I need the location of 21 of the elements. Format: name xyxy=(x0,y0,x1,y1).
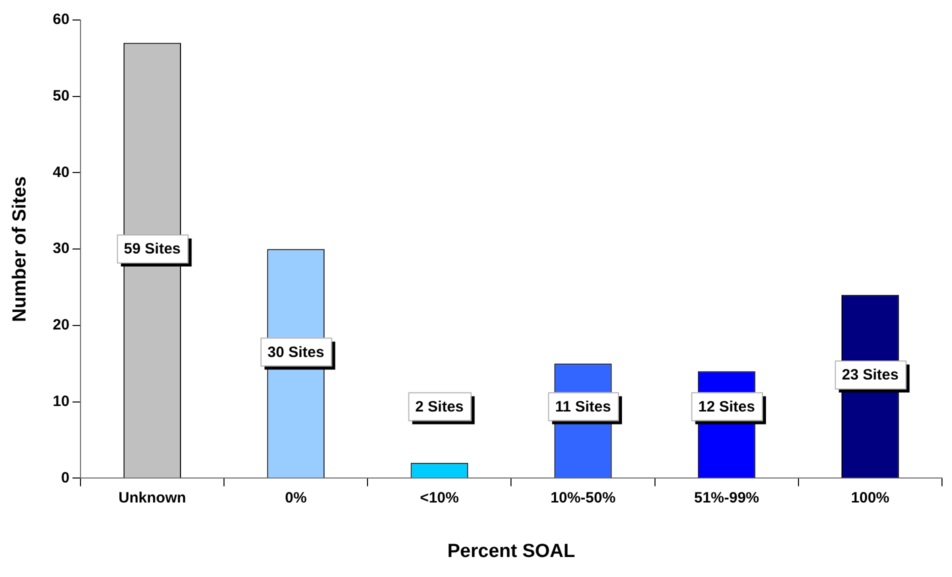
y-tick-label: 20 xyxy=(52,316,70,334)
x-axis-title: Percent SOAL xyxy=(447,540,576,562)
x-tick-label: 0% xyxy=(285,489,307,506)
y-tick-label: 50 xyxy=(52,88,70,105)
x-tick-label: 100% xyxy=(851,489,890,506)
annotation: 12 Sites xyxy=(698,398,755,416)
annotation: 11 Sites xyxy=(555,398,611,416)
annotation: 23 Sites xyxy=(842,366,899,384)
y-tick-label: 30 xyxy=(52,240,70,258)
y-axis-title: Number of Sites xyxy=(10,176,31,322)
annotation: 59 Sites xyxy=(124,240,181,258)
y-tick-label: 40 xyxy=(52,164,70,181)
y-tick-label: 10 xyxy=(52,392,70,410)
y-tick-label: 0 xyxy=(61,469,70,486)
x-tick-label: Unknown xyxy=(118,489,186,506)
y-tick-label: 60 xyxy=(52,11,70,28)
x-tick-label: <10% xyxy=(420,489,459,506)
annotation: 30 Sites xyxy=(268,344,324,361)
x-tick-label: 10%-50% xyxy=(550,489,616,506)
x-tick-label: 51%-99% xyxy=(694,489,760,506)
annotation: 2 Sites xyxy=(415,398,464,416)
